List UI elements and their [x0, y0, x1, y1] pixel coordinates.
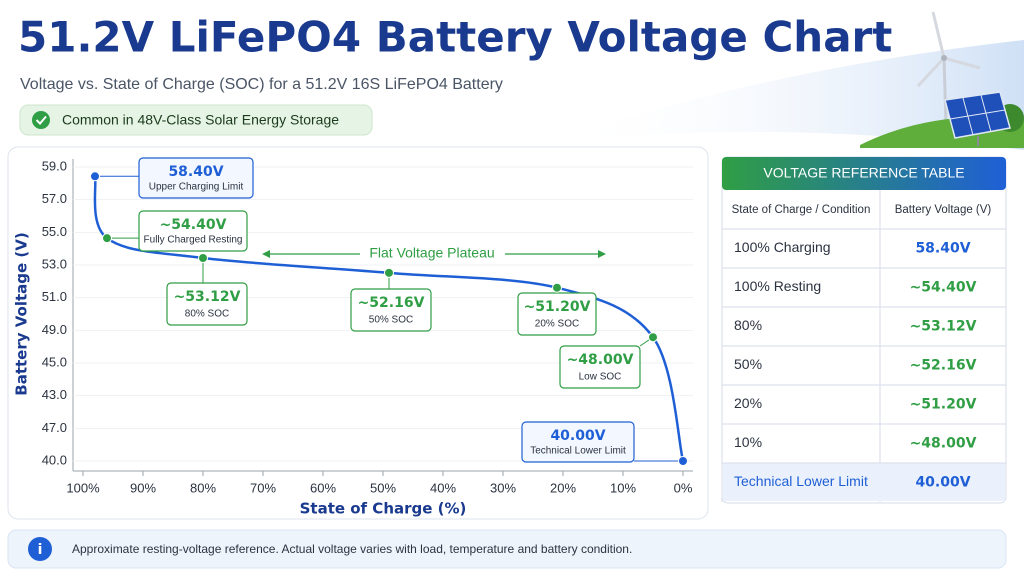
- x-tick-label: 40%: [430, 480, 456, 495]
- badge-check-icon: [32, 111, 50, 129]
- y-tick-label: 51.0: [42, 289, 67, 304]
- callout-box: [350, 288, 432, 332]
- callout-box: [559, 345, 641, 389]
- reference-table: VOLTAGE REFERENCE TABLE State of Charge /…: [721, 157, 1006, 502]
- info-icon: [28, 537, 52, 561]
- callout-note: 80% SOC: [185, 309, 229, 320]
- table-cell-condition: 20%: [734, 395, 762, 411]
- callout-note: Upper Charging Limit: [149, 182, 244, 193]
- badge-box: [19, 104, 373, 136]
- x-tick-label: 0%: [674, 480, 693, 495]
- table-cell-voltage: 40.00V: [915, 475, 970, 491]
- callout-note: Low SOC: [579, 372, 622, 383]
- y-tick-label: 40.0: [42, 452, 67, 467]
- footer-note: Approximate resting-voltage reference. A…: [72, 542, 632, 556]
- table-header: Battery Voltage (V): [895, 204, 992, 216]
- callout-value: 58.40V: [168, 164, 223, 180]
- table-cell-voltage: ~51.20V: [910, 397, 977, 413]
- y-tick-label: 53.0: [42, 256, 67, 271]
- callout-box: [521, 421, 635, 463]
- callout-note: 20% SOC: [535, 319, 579, 330]
- y-tick-label: 47.0: [42, 420, 67, 435]
- badge-check-mark: [35, 115, 47, 125]
- table-cell-condition: 10%: [734, 434, 762, 450]
- solar-panel-icon: [860, 91, 1024, 148]
- x-tick-label: 50%: [370, 480, 396, 495]
- table-row-highlight: [723, 463, 1005, 501]
- table-cell-voltage: ~48.00V: [910, 436, 977, 452]
- callout-box: [166, 282, 248, 326]
- table-cell-condition: 50%: [734, 356, 762, 372]
- x-tick-label: 80%: [190, 480, 216, 495]
- callout-note: 50% SOC: [369, 315, 413, 326]
- plateau-arrowhead: [262, 250, 270, 258]
- plateau-arrowhead: [598, 250, 606, 258]
- x-tick-label: 90%: [130, 480, 156, 495]
- y-axis-label: Battery Voltage (V): [13, 232, 31, 395]
- y-tick-label: 59.0: [42, 158, 67, 173]
- page-subtitle: Voltage vs. State of Charge (SOC) for a …: [20, 76, 503, 93]
- table-cell-voltage: ~52.16V: [910, 358, 977, 374]
- wind-turbine-icon: [916, 11, 981, 126]
- footer-box: [7, 529, 1007, 569]
- y-tick-label: 57.0: [42, 191, 67, 206]
- table-title: VOLTAGE REFERENCE TABLE: [763, 165, 964, 181]
- table-cell-voltage: 58.40V: [915, 241, 970, 257]
- x-tick-label: 70%: [250, 480, 276, 495]
- y-tick-label: 45.0: [42, 354, 67, 369]
- chart-card: [7, 146, 709, 520]
- data-point: [384, 267, 394, 278]
- callout-value: ~51.20V: [524, 299, 591, 315]
- data-point: [678, 456, 688, 466]
- table-title-bar: [722, 157, 1006, 190]
- x-tick-label: 60%: [310, 480, 336, 495]
- data-point: [552, 282, 562, 293]
- table-cell-voltage: ~54.40V: [910, 280, 977, 296]
- data-point: [648, 332, 658, 343]
- x-tick-label: 10%: [610, 480, 636, 495]
- table-cell-condition: 100% Resting: [734, 278, 821, 294]
- data-point: [90, 171, 100, 182]
- chart: 59.0 57.0 55.0 53.0 51.0 49.0 45.0 43.0 47.0 40.0…: [13, 157, 693, 518]
- info-icon-glyph: i: [38, 542, 43, 558]
- table-header: State of Charge / Condition: [732, 204, 871, 216]
- callout-note: Technical Lower Limit: [530, 446, 626, 457]
- callout-value: ~48.00V: [567, 352, 634, 368]
- plateau-annotation: Flat Voltage Plateau: [369, 245, 494, 261]
- callout-box: [517, 292, 597, 336]
- x-tick-label: 100%: [66, 480, 100, 495]
- callout-value: ~54.40V: [160, 217, 227, 233]
- x-tick-label: 30%: [490, 480, 516, 495]
- badge-text: Common in 48V-Class Solar Energy Storage: [62, 112, 339, 128]
- callout-note: Fully Charged Resting: [144, 235, 243, 246]
- x-axis-label: State of Charge (%): [300, 500, 467, 518]
- data-point: [198, 252, 208, 263]
- table-cell-condition: 100% Charging: [734, 239, 831, 255]
- callout-box: [138, 210, 248, 252]
- callout-value: ~52.16V: [358, 295, 425, 311]
- table-cell-condition: 80%: [734, 317, 762, 333]
- table-cell-condition: Technical Lower Limit: [734, 473, 868, 489]
- x-tick-label: 20%: [550, 480, 576, 495]
- callout-value: 40.00V: [550, 428, 605, 444]
- table-cell-voltage: ~53.12V: [910, 319, 977, 335]
- y-tick-label: 55.0: [42, 224, 67, 239]
- page-title: 51.2V LiFePO4 Battery Voltage Chart: [18, 13, 892, 62]
- callout-value: ~53.12V: [174, 289, 241, 305]
- y-tick-label: 49.0: [42, 322, 67, 337]
- decor-swoosh: [560, 40, 1024, 150]
- data-point: [102, 233, 112, 244]
- y-tick-label: 43.0: [42, 387, 67, 402]
- callout-box: [138, 157, 254, 199]
